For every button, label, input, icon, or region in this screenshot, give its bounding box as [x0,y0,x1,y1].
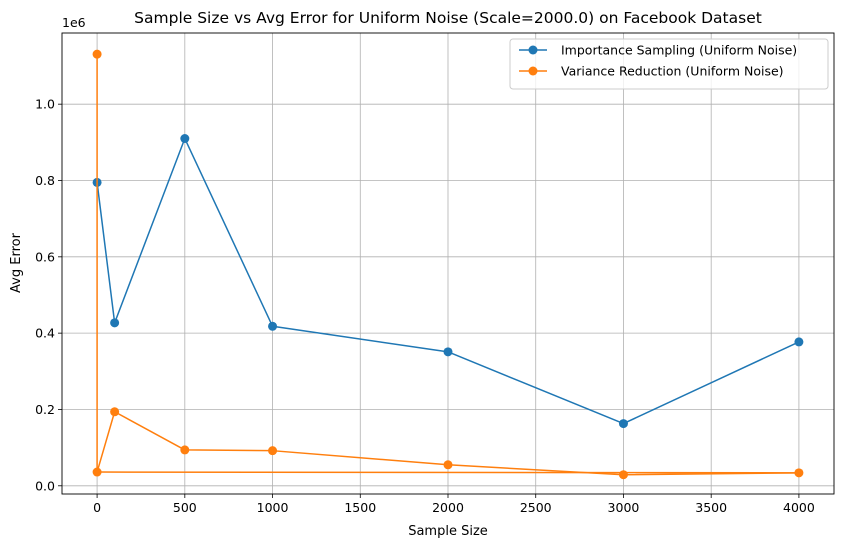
data-point [794,468,804,478]
data-point [92,467,102,477]
data-point [110,318,120,328]
x-tick-label: 1000 [257,500,289,515]
x-axis: 0 500 1000 1500 2000 2500 3000 3500 4000 [93,494,815,515]
x-tick-label: 2500 [520,500,552,515]
legend-marker [528,45,538,55]
y-tick-label: 0.4 [35,326,55,341]
y-tick-label: 1.0 [35,97,55,112]
legend-label: Importance Sampling (Uniform Noise) [561,43,797,58]
x-tick-label: 0 [93,500,101,515]
x-tick-label: 3000 [608,500,640,515]
y-tick-label: 0.2 [35,402,55,417]
data-point [180,445,190,455]
chart-title: Sample Size vs Avg Error for Uniform Noi… [134,9,762,27]
x-tick-label: 3500 [695,500,727,515]
x-tick-label: 1500 [344,500,376,515]
data-point [443,347,453,357]
series-layer [92,49,804,480]
data-point [110,407,120,417]
x-axis-title: Sample Size [408,524,488,539]
x-tick-label: 2000 [432,500,464,515]
series-line [96,54,799,476]
legend-box [509,38,829,90]
grid [62,33,834,494]
series-line-segment [97,471,799,474]
x-tick-label: 500 [173,500,197,515]
data-point [618,470,628,480]
y-offset-label: 1e6 [62,15,86,30]
data-point [618,419,628,429]
y-axis: 0.0 0.2 0.4 0.6 0.8 1.0 [35,97,62,493]
data-point [268,321,278,331]
series-1 [92,134,804,429]
x-tick-label: 4000 [783,500,815,515]
series-2 [92,49,804,480]
data-point [92,49,102,59]
legend-label: Variance Reduction (Uniform Noise) [561,64,784,79]
y-axis-title: Avg Error [9,232,24,293]
data-point [794,337,804,347]
y-tick-label: 0.8 [35,173,55,188]
legend-marker [528,66,538,76]
data-point [443,460,453,470]
legend: Importance Sampling (Uniform Noise) Varia… [509,38,829,90]
data-point [180,134,190,144]
y-tick-label: 0.0 [35,478,55,493]
y-tick-label: 0.6 [35,249,55,264]
data-point [268,446,278,456]
